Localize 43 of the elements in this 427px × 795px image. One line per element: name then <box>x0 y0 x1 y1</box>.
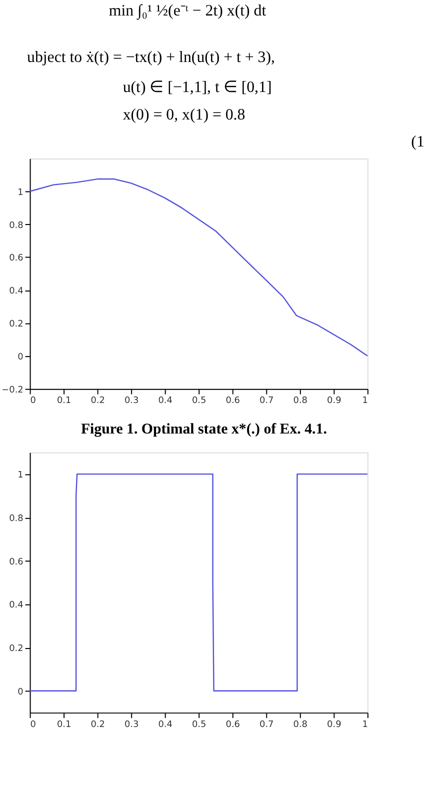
text: u(t) ∈ [−1,1], t ∈ [0,1] <box>122 78 272 96</box>
x-tick-label: 0.2 <box>90 720 105 730</box>
text: ubject to ẋ(t) = −tx(t) + ln(u(t) + t + 3), <box>27 49 276 66</box>
x-tick-label: 0.5 <box>192 720 206 730</box>
y-tick-label: 0 <box>18 352 24 362</box>
line-series <box>29 473 368 692</box>
x-tick-label: 0.1 <box>56 720 72 730</box>
x-tick-label: 0.7 <box>260 396 274 406</box>
y-tick-label: 0.4 <box>9 286 24 297</box>
y-tick-label: 1 <box>18 470 24 481</box>
x-tick-label: 0.9 <box>327 396 342 406</box>
x-tick-label: 0.3 <box>124 720 139 730</box>
x-tick-label: 0.6 <box>226 720 240 730</box>
y-tick-label: 0.8 <box>9 514 24 524</box>
text: min ∫₀¹ ½(e⁻ᵗ − 2t) x(t) dt <box>108 2 267 20</box>
text: (1 <box>411 134 424 151</box>
line-series <box>29 178 368 357</box>
y-tick-label: 0.8 <box>9 220 24 231</box>
x-tick-label: 0.8 <box>293 720 308 730</box>
y-tick-label: 0.6 <box>9 557 24 568</box>
x-tick-label: 0.7 <box>260 720 274 730</box>
y-tick-label: 1 <box>18 188 24 198</box>
caption: Figure 1. Optimal state x*(.) of Ex. 4.1. <box>80 422 328 438</box>
y-tick-label: 0.2 <box>9 644 24 654</box>
x-tick-label: 0.2 <box>90 396 105 406</box>
x-tick-label: 0.8 <box>293 396 308 406</box>
x-tick-label: 0 <box>30 396 36 406</box>
x-tick-label: 1 <box>362 396 368 406</box>
x-tick-label: 0.6 <box>226 396 240 406</box>
y-tick-label: 0 <box>18 687 24 698</box>
text: x(0) = 0, x(1) = 0.8 <box>122 106 246 124</box>
x-tick-label: 0.4 <box>158 396 173 406</box>
y-tick-label: 0.4 <box>9 600 24 611</box>
y-tick-label: 0.6 <box>9 254 24 264</box>
x-tick-label: 1 <box>362 720 368 730</box>
x-tick-label: 0.3 <box>124 396 139 406</box>
y-tick-label: 0.2 <box>9 319 24 330</box>
x-tick-label: 0.1 <box>56 396 72 406</box>
x-tick-label: 0.5 <box>192 396 206 406</box>
y-tick-label: −0.2 <box>2 385 24 396</box>
x-tick-label: 0.9 <box>327 720 342 730</box>
x-tick-label: 0 <box>30 720 36 730</box>
x-tick-label: 0.4 <box>158 720 173 730</box>
